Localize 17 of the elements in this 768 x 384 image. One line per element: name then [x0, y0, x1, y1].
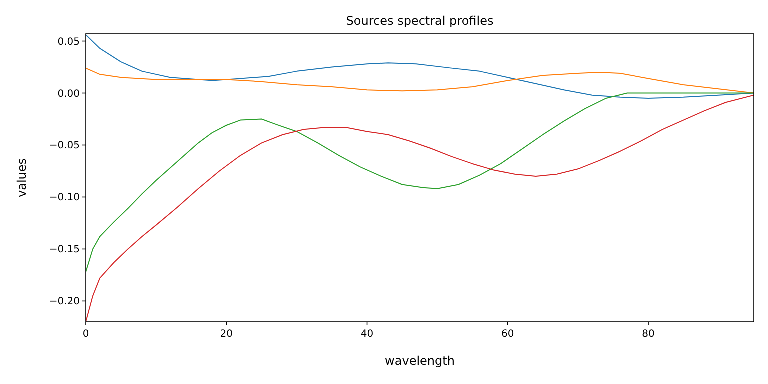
- x-tick-label: 0: [82, 329, 90, 340]
- y-tick-label: 0.05: [58, 36, 80, 48]
- x-tick-label: 60: [502, 329, 514, 340]
- y-tick-label: −0.15: [49, 244, 80, 256]
- x-tick-label: 80: [642, 329, 655, 340]
- line-series: [86, 94, 754, 322]
- y-tick-label: −0.20: [49, 296, 80, 308]
- x-tick-label: 40: [360, 329, 374, 340]
- y-tick-label: 0.00: [58, 88, 80, 100]
- y-axis-title: values: [15, 158, 29, 198]
- line-series: [86, 92, 754, 273]
- x-axis-title: wavelength: [385, 354, 455, 368]
- x-tick-label: 20: [220, 329, 233, 340]
- y-tick-label: −0.05: [49, 140, 80, 152]
- chart-title: Sources spectral profiles: [346, 14, 494, 28]
- line-series: [86, 68, 754, 94]
- y-tick-label: −0.10: [49, 192, 80, 204]
